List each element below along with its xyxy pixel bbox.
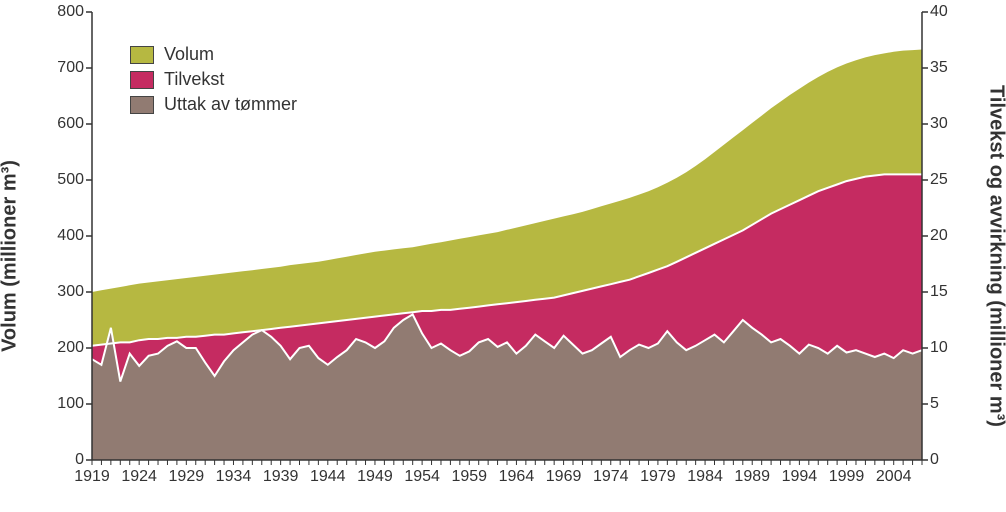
xtick-2004: 2004 <box>876 468 912 486</box>
xtick-1964: 1964 <box>499 468 535 486</box>
ytick-right-20: 20 <box>930 227 948 245</box>
legend-swatch-tilvekst <box>130 71 154 89</box>
xtick-1949: 1949 <box>357 468 393 486</box>
legend-swatch-volum <box>130 46 154 64</box>
ytick-right-5: 5 <box>930 395 939 413</box>
ytick-left-600: 600 <box>57 115 84 133</box>
ytick-left-300: 300 <box>57 283 84 301</box>
xtick-1999: 1999 <box>829 468 865 486</box>
ytick-right-30: 30 <box>930 115 948 133</box>
ytick-right-35: 35 <box>930 59 948 77</box>
legend-label-volum: Volum <box>164 44 214 65</box>
area-chart: Volum (millioner m³) Tilvekst og avvirkn… <box>0 0 1006 512</box>
ytick-left-800: 800 <box>57 3 84 21</box>
xtick-1959: 1959 <box>451 468 487 486</box>
ytick-left-100: 100 <box>57 395 84 413</box>
ytick-left-400: 400 <box>57 227 84 245</box>
y-axis-left-label: Volum (millioner m³) <box>0 160 22 352</box>
ytick-right-15: 15 <box>930 283 948 301</box>
xtick-1974: 1974 <box>593 468 629 486</box>
xtick-1944: 1944 <box>310 468 346 486</box>
legend-item-tilvekst: Tilvekst <box>130 69 297 90</box>
ytick-right-0: 0 <box>930 451 939 469</box>
ytick-left-700: 700 <box>57 59 84 77</box>
legend-item-volum: Volum <box>130 44 297 65</box>
xtick-1994: 1994 <box>782 468 818 486</box>
ytick-left-500: 500 <box>57 171 84 189</box>
legend-swatch-uttak <box>130 96 154 114</box>
ytick-left-0: 0 <box>75 451 84 469</box>
xtick-1984: 1984 <box>687 468 723 486</box>
y-axis-right-label: Tilvekst og avvirkning (millioner m³) <box>985 85 1006 427</box>
xtick-1954: 1954 <box>404 468 440 486</box>
xtick-1919: 1919 <box>74 468 110 486</box>
xtick-1939: 1939 <box>263 468 299 486</box>
xtick-1924: 1924 <box>121 468 157 486</box>
ytick-right-10: 10 <box>930 339 948 357</box>
xtick-1934: 1934 <box>216 468 252 486</box>
xtick-1929: 1929 <box>169 468 205 486</box>
ytick-left-200: 200 <box>57 339 84 357</box>
legend-item-uttak: Uttak av tømmer <box>130 94 297 115</box>
legend-label-tilvekst: Tilvekst <box>164 69 224 90</box>
ytick-right-25: 25 <box>930 171 948 189</box>
ytick-right-40: 40 <box>930 3 948 21</box>
xtick-1969: 1969 <box>546 468 582 486</box>
legend: Volum Tilvekst Uttak av tømmer <box>130 40 297 119</box>
xtick-1979: 1979 <box>640 468 676 486</box>
xtick-1989: 1989 <box>734 468 770 486</box>
legend-label-uttak: Uttak av tømmer <box>164 94 297 115</box>
